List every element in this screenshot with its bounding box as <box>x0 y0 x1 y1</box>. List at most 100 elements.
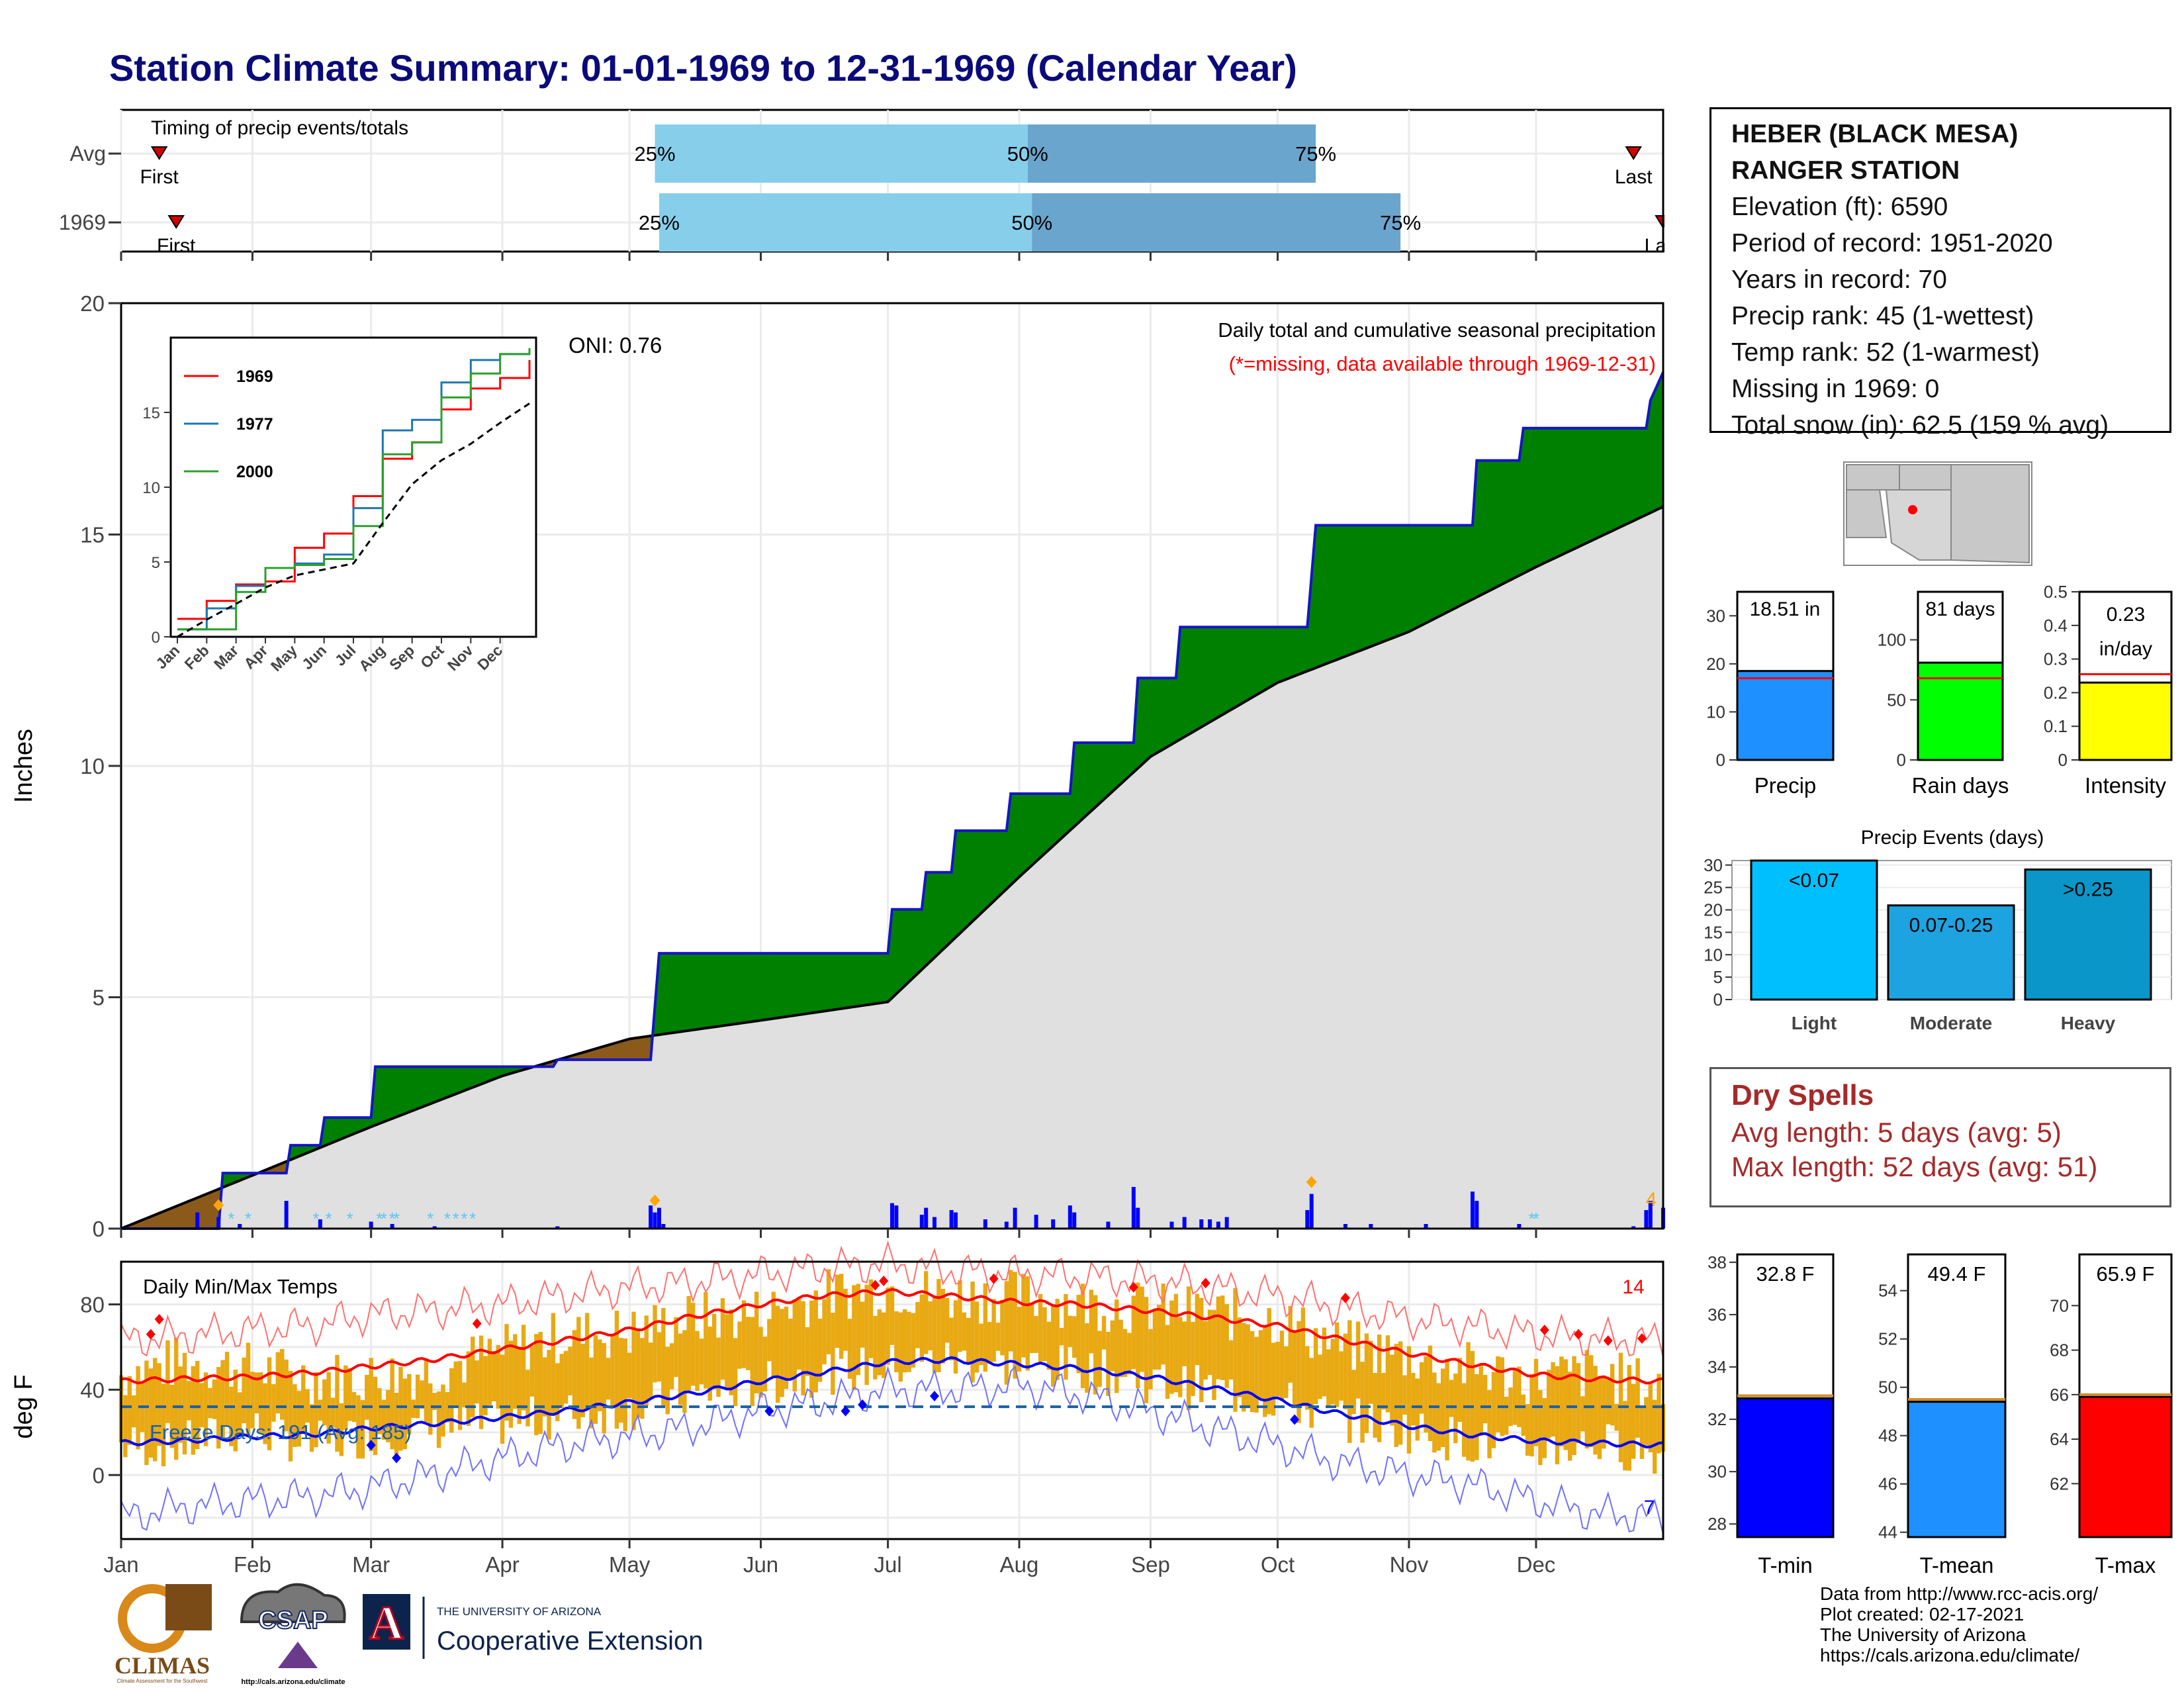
first-label: First <box>157 235 196 257</box>
temp-x-tick-label: Nov <box>1390 1552 1429 1577</box>
departure-segment <box>1459 525 1465 606</box>
daily-temp-bar <box>547 1350 551 1440</box>
daily-temp-bar <box>657 1332 662 1382</box>
ua-logo-block <box>363 1594 410 1650</box>
daily-temp-bar <box>1390 1354 1394 1426</box>
daily-precip-bar <box>1648 1201 1653 1229</box>
temp-summary-bar <box>1736 1397 1835 1538</box>
temp-summary-y-tick-label: 54 <box>1878 1281 1897 1301</box>
daily-temp-bar <box>784 1306 789 1389</box>
departure-segment <box>612 1042 617 1060</box>
csap-mountain-icon <box>278 1642 318 1668</box>
record-high-count: 14 <box>1622 1276 1644 1298</box>
daily-temp-bar <box>903 1309 907 1373</box>
departure-segment <box>1616 428 1621 530</box>
departure-segment <box>1391 525 1397 639</box>
daily-temp-bar <box>780 1309 784 1397</box>
precip-events-y-tick-label: 30 <box>1704 855 1723 875</box>
departure-segment <box>815 953 821 1013</box>
daily-temp-bar <box>305 1389 310 1423</box>
daily-precip-bar <box>657 1207 661 1229</box>
snow-marker: * <box>389 1209 396 1229</box>
departure-segment <box>858 953 863 1007</box>
departure-segment <box>201 1194 206 1229</box>
daily-temp-bar <box>1542 1398 1547 1458</box>
departure-segment <box>1612 428 1617 532</box>
intensity-y-tick-label: 0.2 <box>2044 682 2068 702</box>
departure-segment <box>1137 677 1143 769</box>
departure-segment <box>1502 460 1507 585</box>
daily-temp-bar <box>1521 1394 1525 1436</box>
daily-temp-bar <box>1267 1308 1271 1415</box>
daily-temp-bar <box>471 1336 475 1417</box>
daily-temp-bar <box>529 1345 535 1397</box>
station-name-line1: HEBER (BLACK MESA) <box>1731 120 2019 148</box>
daily-temp-bar <box>945 1297 950 1343</box>
climas-logo-subtitle: Climate Assessment for the Southwest <box>117 1678 208 1684</box>
daily-temp-bar <box>1220 1295 1225 1380</box>
daily-temp-bar <box>428 1383 433 1435</box>
daily-temp-bar <box>648 1342 653 1399</box>
timing-row-label: Avg <box>69 142 106 165</box>
departure-segment <box>832 953 838 1011</box>
daily-precip-bar <box>1424 1224 1428 1229</box>
daily-precip-bar <box>1072 1212 1077 1229</box>
daily-precip-bar <box>954 1212 958 1229</box>
daily-temp-bar <box>686 1295 691 1391</box>
daily-temp-bar <box>1115 1299 1119 1393</box>
departure-segment <box>1226 626 1232 713</box>
daily-temp-bar <box>877 1309 882 1376</box>
daily-temp-bar <box>1648 1383 1653 1452</box>
daily-precip-bar <box>369 1221 373 1229</box>
daily-temp-bar <box>707 1327 712 1401</box>
snow-marker: * <box>461 1209 467 1229</box>
departure-segment <box>1040 793 1045 859</box>
temp-x-tick-label: Jan <box>103 1552 138 1577</box>
departure-segment <box>870 953 876 1005</box>
daily-temp-bar <box>296 1391 302 1447</box>
precip-events-y-tick-label: 5 <box>1713 967 1723 987</box>
departure-segment <box>1052 793 1058 847</box>
departure-segment <box>1595 428 1600 539</box>
departure-segment <box>1349 525 1355 655</box>
departure-segment <box>1023 793 1028 874</box>
daily-temp-bar <box>1623 1401 1627 1471</box>
departure-segment <box>1201 626 1206 728</box>
temp-summary-y-tick-label: 62 <box>2050 1474 2069 1493</box>
daily-temp-bar <box>1246 1324 1250 1408</box>
precip-event-bar-label: <0.07 <box>1789 870 1839 892</box>
daily-temp-bar <box>551 1313 556 1416</box>
map-state-shape <box>1899 464 1952 491</box>
departure-segment <box>1107 742 1113 796</box>
departure-segment <box>764 953 770 1021</box>
snow-marker: * <box>245 1209 251 1229</box>
daily-precip-bar <box>1305 1210 1310 1229</box>
daily-temp-bar <box>1178 1317 1183 1397</box>
daily-temp-bar <box>860 1301 865 1348</box>
daily-temp-bar <box>741 1300 747 1368</box>
record-high-marker <box>1603 1335 1613 1346</box>
rain-days-y-tick-label: 0 <box>1897 750 1906 770</box>
departure-segment <box>1031 793 1037 867</box>
daily-temp-bar <box>704 1292 708 1389</box>
daily-temp-bar <box>1466 1342 1471 1461</box>
daily-temp-bar <box>1351 1370 1356 1415</box>
departure-segment <box>188 1199 194 1229</box>
daily-temp-bar <box>1076 1295 1081 1374</box>
departure-segment <box>917 909 923 975</box>
daily-temp-bar <box>1563 1359 1568 1450</box>
ua-small-text: THE UNIVERSITY OF ARIZONA <box>437 1605 602 1618</box>
daily-temp-bar <box>1038 1293 1043 1363</box>
record-high-marker <box>879 1276 889 1287</box>
departure-segment <box>1142 677 1147 765</box>
first-event-marker <box>150 146 168 160</box>
daily-temp-bar <box>420 1380 424 1409</box>
daily-temp-bar <box>132 1395 136 1428</box>
daily-temp-bar <box>453 1361 458 1408</box>
station-precip-rank: Precip rank: 45 (1-wettest) <box>1731 302 2034 330</box>
daily-temp-bar <box>1445 1358 1449 1461</box>
ua-cooperative-extension-text: Cooperative Extension <box>437 1626 703 1656</box>
temp-x-tick-label: Jul <box>874 1552 902 1577</box>
departure-segment <box>782 953 787 1018</box>
daily-temp-bar <box>631 1311 636 1430</box>
